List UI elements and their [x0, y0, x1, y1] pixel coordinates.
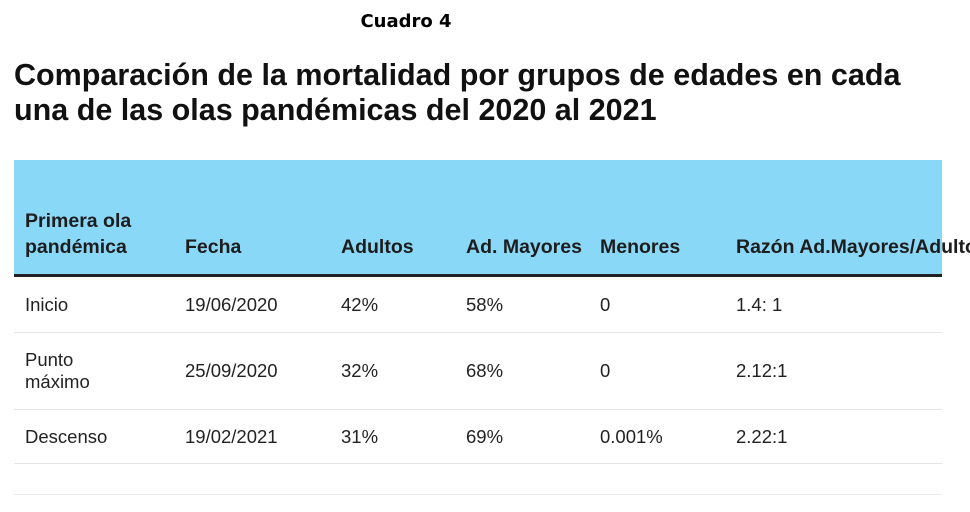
cell-ola: Punto máximo: [14, 332, 174, 410]
column-header-adultos: Adultos: [330, 160, 455, 277]
table-row: Descenso 19/02/2021 31% 69% 0.001% 2.22:…: [14, 409, 942, 464]
column-header-razon: Razón Ad.Mayores/Adultos: [725, 160, 970, 277]
cell-razon: 2.22:1: [725, 409, 942, 464]
table-row: Inicio 19/06/2020 42% 58% 0 1.4: 1: [14, 275, 942, 333]
empty-cell: [14, 463, 174, 495]
cell-ola: Descenso: [14, 409, 174, 464]
cell-ola: Inicio: [14, 275, 174, 333]
cell-adultos: 31%: [330, 409, 455, 464]
cell-ad-mayores: 69%: [455, 409, 589, 464]
cell-menores: 0: [589, 332, 725, 410]
cell-menores: 0.001%: [589, 409, 725, 464]
cell-razon: 2.12:1: [725, 332, 942, 410]
page-title: Comparación de la mortalidad por grupos …: [14, 58, 901, 127]
cell-fecha: 19/06/2020: [174, 275, 330, 333]
column-header-fecha: Fecha: [174, 160, 330, 277]
cell-menores: 0: [589, 275, 725, 333]
empty-cell: [174, 463, 330, 495]
column-header-razon-text: Razón Ad.Mayores/Adultos: [736, 236, 970, 258]
empty-cell: [589, 463, 725, 495]
cell-ad-mayores: 68%: [455, 332, 589, 410]
cell-adultos: 42%: [330, 275, 455, 333]
cell-adultos: 32%: [330, 332, 455, 410]
figure-caption: Cuadro 4: [360, 11, 452, 32]
cell-ad-mayores: 58%: [455, 275, 589, 333]
table-row-empty: [14, 463, 942, 495]
empty-cell: [330, 463, 455, 495]
column-header-ad-mayores: Ad. Mayores: [455, 160, 589, 277]
mortality-table: Primera ola pandémica Fecha Adultos Ad. …: [14, 160, 970, 495]
table-header-row: Primera ola pandémica Fecha Adultos Ad. …: [14, 160, 970, 277]
table-row: Punto máximo 25/09/2020 32% 68% 0 2.12:1: [14, 332, 942, 410]
cell-razon: 1.4: 1: [725, 275, 942, 333]
empty-cell: [455, 463, 589, 495]
cell-fecha: 25/09/2020: [174, 332, 330, 410]
empty-cell: [725, 463, 942, 495]
cell-fecha: 19/02/2021: [174, 409, 330, 464]
column-header-ola: Primera ola pandémica: [14, 160, 174, 277]
column-header-menores: Menores: [589, 160, 725, 277]
